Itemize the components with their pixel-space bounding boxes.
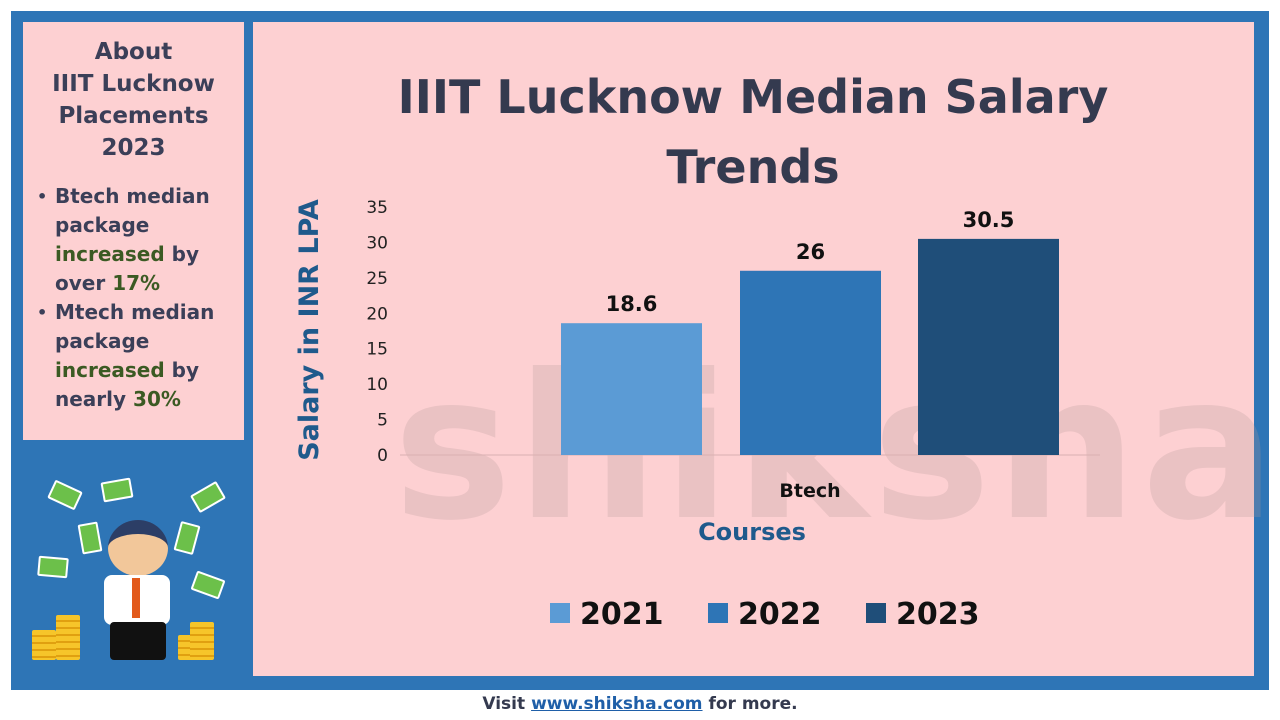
legend-swatch [866, 603, 886, 623]
chart-title: IIIT Lucknow Median Salary Trends [373, 62, 1133, 202]
y-tick-label: 0 [377, 446, 388, 466]
list-item: Mtech median package increased by nearly… [37, 298, 244, 414]
data-label: 26 [796, 240, 825, 264]
shiksha-link[interactable]: www.shiksha.com [531, 694, 703, 714]
legend-label: 2022 [738, 597, 822, 632]
y-axis-title: Salary in INR LPA [294, 199, 325, 461]
y-tick-label: 25 [366, 269, 388, 289]
footer-text: for more. [708, 694, 798, 714]
y-tick-label: 5 [377, 411, 388, 431]
footer-text: Visit [482, 694, 526, 714]
legend-swatch [550, 603, 570, 623]
y-tick-label: 15 [366, 340, 388, 360]
list-item: Btech median package increased by over 1… [37, 182, 244, 298]
y-tick-label: 10 [366, 375, 388, 395]
x-tick-label: Btech [779, 480, 840, 502]
heading-line: IIIT Lucknow [52, 71, 215, 97]
about-heading: About IIIT Lucknow Placements 2023 [23, 36, 244, 164]
y-tick-label: 35 [366, 198, 388, 218]
legend-label: 2021 [580, 597, 664, 632]
legend-swatch [708, 603, 728, 623]
y-tick-label: 30 [366, 233, 388, 253]
highlights-list: Btech median package increased by over 1… [37, 182, 244, 414]
y-tick-label: 20 [366, 304, 388, 324]
title-line: IIIT Lucknow Median Salary [397, 70, 1109, 124]
title-line: Trends [666, 140, 840, 194]
about-panel: About IIIT Lucknow Placements 2023 Btech… [23, 22, 244, 440]
x-axis-title: Courses [698, 518, 806, 546]
bar-2023 [918, 238, 1059, 455]
data-label: 30.5 [963, 208, 1015, 232]
heading-line: Placements [58, 103, 209, 129]
data-label: 18.6 [606, 292, 658, 316]
bar-2021 [561, 323, 702, 455]
heading-line: 2023 [101, 135, 166, 161]
heading-line: About [94, 39, 173, 65]
legend-label: 2023 [896, 597, 980, 632]
footer: Visit www.shiksha.com for more. [0, 694, 1280, 714]
bar-2022 [740, 270, 881, 455]
